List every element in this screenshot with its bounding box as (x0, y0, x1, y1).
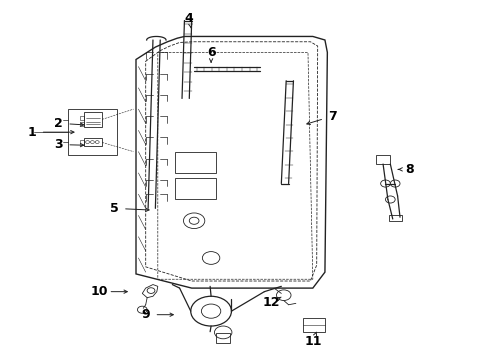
Text: 12: 12 (263, 296, 280, 309)
Text: 2: 2 (54, 117, 63, 130)
Text: 1: 1 (27, 126, 36, 139)
Circle shape (381, 180, 391, 187)
Text: 4: 4 (185, 12, 194, 25)
Text: 3: 3 (54, 138, 63, 151)
Circle shape (391, 180, 400, 187)
Text: 10: 10 (91, 285, 108, 298)
Text: 6: 6 (207, 46, 216, 59)
Text: 7: 7 (328, 110, 337, 123)
Text: 8: 8 (405, 163, 414, 176)
Text: 9: 9 (142, 308, 150, 321)
Circle shape (386, 196, 395, 203)
Text: 5: 5 (110, 202, 119, 215)
Text: 11: 11 (304, 335, 321, 348)
